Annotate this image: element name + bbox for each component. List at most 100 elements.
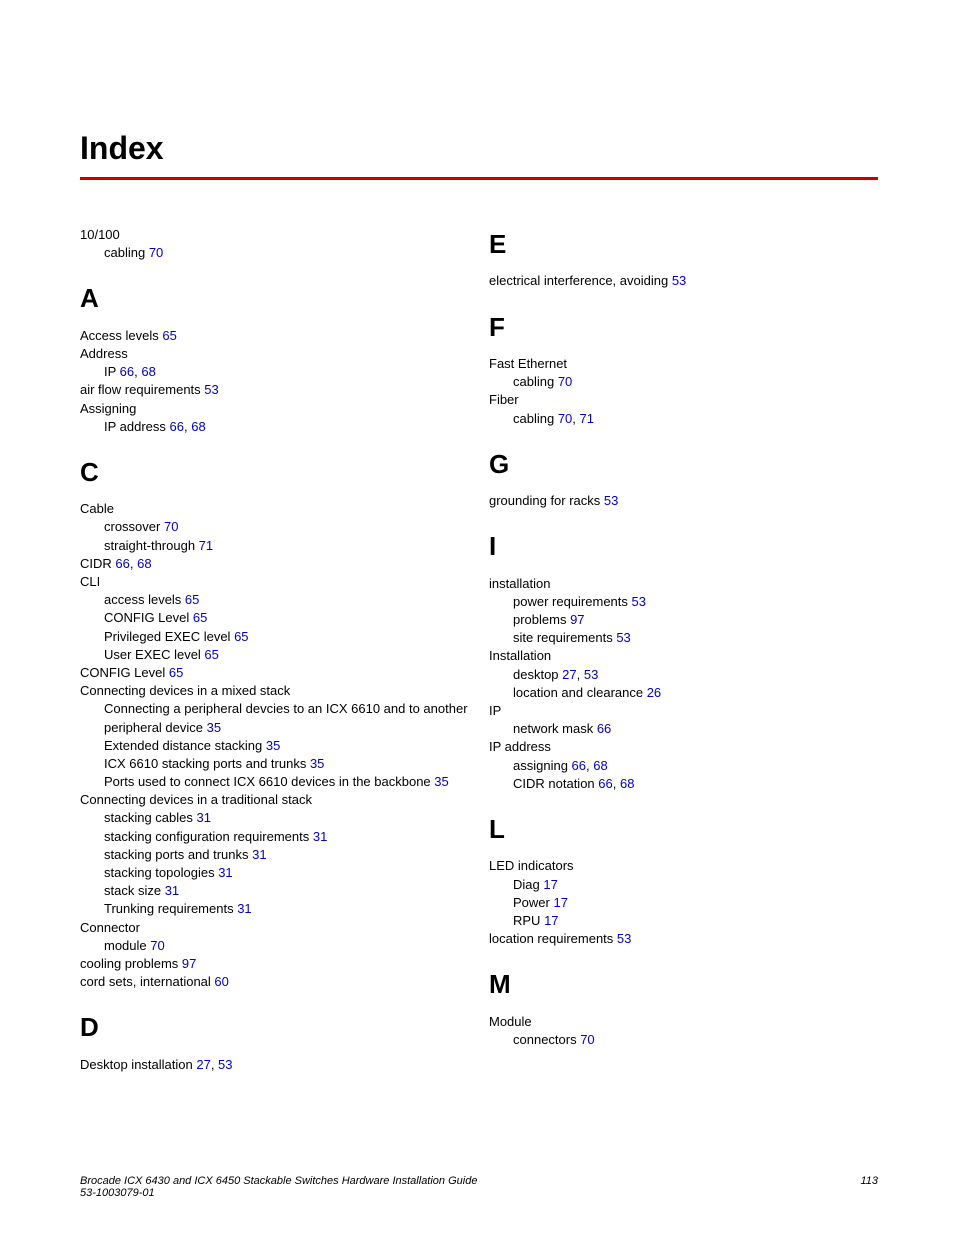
page-reference-link[interactable]: 27	[196, 1057, 210, 1072]
page-reference-link[interactable]: 17	[544, 913, 558, 928]
page-reference-link[interactable]: 68	[141, 364, 155, 379]
index-entry: Access levels 65	[80, 327, 469, 345]
page-reference-link[interactable]: 65	[169, 665, 183, 680]
page-reference-link[interactable]: 31	[218, 865, 232, 880]
entry-text: stacking cables	[104, 810, 197, 825]
page-reference-link[interactable]: 53	[632, 594, 646, 609]
page-reference-link[interactable]: 35	[434, 774, 448, 789]
page-reference-link[interactable]: 17	[553, 895, 567, 910]
index-entry: IP address	[489, 738, 878, 756]
index-column: 10/100cabling 70AAccess levels 65Address…	[80, 226, 469, 1074]
entry-text: connectors	[513, 1032, 580, 1047]
index-entry: cabling 70	[104, 244, 469, 262]
page-reference-link[interactable]: 65	[234, 629, 248, 644]
page-reference-link[interactable]: 71	[580, 411, 594, 426]
page-reference-link[interactable]: 66	[572, 758, 586, 773]
section-letter: L	[489, 811, 878, 847]
index-entry: power requirements 53	[513, 593, 878, 611]
page-reference-link[interactable]: 65	[193, 610, 207, 625]
entry-text: problems	[513, 612, 570, 627]
page-reference-link[interactable]: 53	[604, 493, 618, 508]
page-reference-link[interactable]: 26	[647, 685, 661, 700]
page-reference-link[interactable]: 53	[617, 931, 631, 946]
entry-text: Fast Ethernet	[489, 356, 567, 371]
page-reference-link[interactable]: 31	[313, 829, 327, 844]
section-letter: I	[489, 528, 878, 564]
page-reference-link[interactable]: 35	[207, 720, 221, 735]
page-reference-link[interactable]: 71	[199, 538, 213, 553]
index-entry: connectors 70	[513, 1031, 878, 1049]
page-reference-link[interactable]: 53	[204, 382, 218, 397]
page-reference-link[interactable]: 70	[558, 411, 572, 426]
entry-text: location and clearance	[513, 685, 647, 700]
entry-text: Address	[80, 346, 128, 361]
page-reference-link[interactable]: 60	[214, 974, 228, 989]
index-entry: Power 17	[513, 894, 878, 912]
page-reference-link[interactable]: 65	[162, 328, 176, 343]
index-entry: assigning 66, 68	[513, 757, 878, 775]
page-reference-link[interactable]: 66	[170, 419, 184, 434]
entry-text: cord sets, international	[80, 974, 214, 989]
page-reference-link[interactable]: 17	[543, 877, 557, 892]
entry-text: CONFIG Level	[104, 610, 193, 625]
page-reference-link[interactable]: 66	[115, 556, 129, 571]
page-reference-link[interactable]: 97	[182, 956, 196, 971]
entry-text: grounding for racks	[489, 493, 604, 508]
page-reference-link[interactable]: 68	[191, 419, 205, 434]
index-entry: CIDR 66, 68	[80, 555, 469, 573]
entry-text: Extended distance stacking	[104, 738, 266, 753]
entry-text: Access levels	[80, 328, 162, 343]
page-reference-link[interactable]: 68	[137, 556, 151, 571]
index-entry: Diag 17	[513, 876, 878, 894]
index-entry: Fiber	[489, 391, 878, 409]
page-reference-link[interactable]: 97	[570, 612, 584, 627]
entry-text: Connector	[80, 920, 140, 935]
entry-text: CONFIG Level	[80, 665, 169, 680]
page-reference-link[interactable]: 31	[197, 810, 211, 825]
page-reference-link[interactable]: 53	[672, 273, 686, 288]
page-reference-link[interactable]: 70	[580, 1032, 594, 1047]
index-entry: Module	[489, 1013, 878, 1031]
page-reference-link[interactable]: 27	[562, 667, 576, 682]
entry-text: Assigning	[80, 401, 136, 416]
page-reference-link[interactable]: 65	[204, 647, 218, 662]
page-reference-link[interactable]: 65	[185, 592, 199, 607]
page-reference-link[interactable]: 53	[616, 630, 630, 645]
page-reference-link[interactable]: 70	[558, 374, 572, 389]
index-entry: stack size 31	[104, 882, 469, 900]
index-entry: Desktop installation 27, 53	[80, 1056, 469, 1074]
index-entry: problems 97	[513, 611, 878, 629]
index-entry: User EXEC level 65	[104, 646, 469, 664]
index-entry: location and clearance 26	[513, 684, 878, 702]
page-reference-link[interactable]: 35	[266, 738, 280, 753]
entry-text: Power	[513, 895, 553, 910]
page-reference-link[interactable]: 31	[252, 847, 266, 862]
page-reference-link[interactable]: 68	[620, 776, 634, 791]
page-reference-link[interactable]: 70	[149, 245, 163, 260]
ref-separator: ,	[613, 776, 620, 791]
entry-text: IP address	[104, 419, 170, 434]
entry-text: stacking topologies	[104, 865, 218, 880]
page-reference-link[interactable]: 70	[164, 519, 178, 534]
index-entry: access levels 65	[104, 591, 469, 609]
page-reference-link[interactable]: 66	[120, 364, 134, 379]
index-entry: IP	[489, 702, 878, 720]
index-entry: network mask 66	[513, 720, 878, 738]
page-reference-link[interactable]: 31	[165, 883, 179, 898]
index-entry: grounding for racks 53	[489, 492, 878, 510]
index-entry: Privileged EXEC level 65	[104, 628, 469, 646]
entry-text: crossover	[104, 519, 164, 534]
page-reference-link[interactable]: 35	[310, 756, 324, 771]
page-reference-link[interactable]: 66	[598, 776, 612, 791]
page-reference-link[interactable]: 53	[218, 1057, 232, 1072]
index-entry: Cable	[80, 500, 469, 518]
page-reference-link[interactable]: 70	[150, 938, 164, 953]
index-entry: cabling 70, 71	[513, 410, 878, 428]
entry-text: Fiber	[489, 392, 519, 407]
page-reference-link[interactable]: 68	[593, 758, 607, 773]
page-reference-link[interactable]: 31	[237, 901, 251, 916]
page-reference-link[interactable]: 66	[597, 721, 611, 736]
page-reference-link[interactable]: 53	[584, 667, 598, 682]
index-entry: cord sets, international 60	[80, 973, 469, 991]
section-letter: M	[489, 966, 878, 1002]
